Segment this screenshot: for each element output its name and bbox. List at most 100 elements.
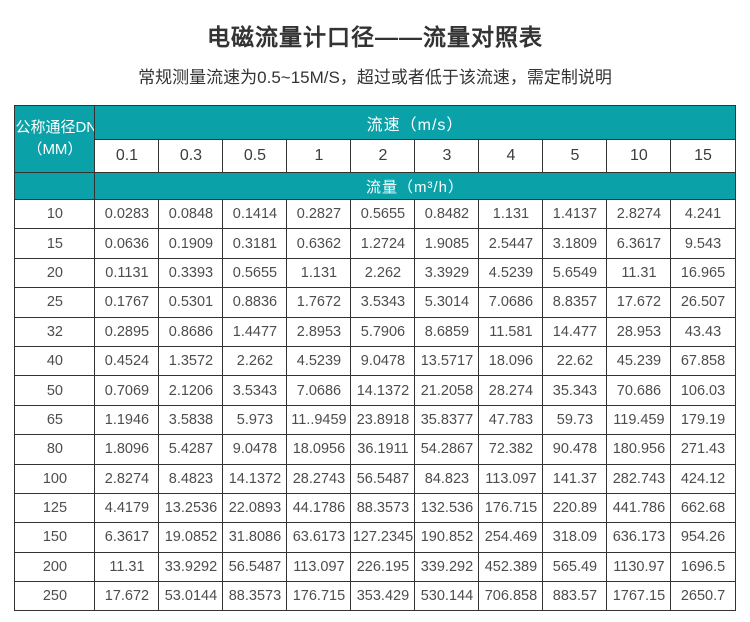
flow-cell: 56.5487	[350, 463, 416, 494]
flow-cell: 0.2827	[286, 198, 352, 230]
flow-cell: 0.1767	[94, 287, 160, 318]
flow-cell: 16.965	[670, 257, 736, 289]
flow-cell: 0.6362	[286, 228, 352, 259]
flow-cell: 14.1372	[350, 375, 416, 406]
flow-cell: 22.0893	[222, 492, 288, 524]
flow-cell: 7.0686	[478, 287, 544, 318]
flow-header: 流量（m³/h）	[94, 172, 736, 200]
flow-cell: 0.8482	[414, 198, 480, 230]
flow-cell: 0.1131	[94, 257, 160, 289]
flow-cell: 0.3181	[222, 228, 288, 259]
flow-cell: 36.1911	[350, 434, 416, 465]
velocity-values-row: 0.1 0.3 0.5 1 2 3 4 5 10 15	[15, 139, 736, 173]
flow-cell: 26.507	[670, 287, 736, 318]
table-row: 200 11.31 33.9292 56.5487 113.097 226.195 339.…	[14, 551, 736, 583]
corner-header-line1: 公称通径DN	[15, 119, 95, 137]
table-row: 40 0.4524 1.3572 2.262 4.5239 9.0478 13.5717 18…	[14, 345, 736, 377]
flow-cell: 5.3014	[414, 287, 480, 318]
flow-table-body: 10 0.0283 0.0848 0.1414 0.2827 0.5655 0.8482 1.…	[14, 198, 736, 612]
flow-cell: 53.0144	[158, 581, 224, 612]
flow-cell: 11.581	[478, 316, 544, 347]
flow-cell: 318.09	[542, 522, 608, 553]
flow-cell: 271.43	[670, 434, 736, 465]
flow-cell: 254.469	[478, 522, 544, 553]
flow-cell: 2650.7	[670, 581, 736, 612]
flow-cell: 0.0283	[94, 198, 160, 230]
flow-cell: 452.389	[478, 551, 544, 583]
table-row: 65 1.1946 3.5838 5.973 11..9459 23.8918 35.837…	[14, 404, 736, 436]
flow-cell: 90.478	[542, 434, 608, 465]
flow-cell: 59.73	[542, 404, 608, 436]
flow-cell: 220.89	[542, 492, 608, 524]
flow-cell: 636.173	[606, 522, 672, 553]
flow-cell: 11.31	[94, 551, 160, 583]
flow-cell: 9.543	[670, 228, 736, 259]
flow-cell: 9.0478	[350, 345, 416, 377]
flow-cell: 5.973	[222, 404, 288, 436]
velocity-header: 流速（m/s）	[94, 105, 736, 140]
velocity-value-cell: 1	[286, 139, 352, 173]
table-row: 80 1.8096 5.4287 9.0478 18.0956 36.1911 54.286…	[14, 434, 736, 465]
dn-cell: 10	[14, 198, 96, 230]
flow-cell: 18.0956	[286, 434, 352, 465]
flow-cell: 662.68	[670, 492, 736, 524]
table-row: 125 4.4179 13.2536 22.0893 44.1786 88.3573 132…	[14, 492, 736, 524]
table-row: 50 0.7069 2.1206 3.5343 7.0686 14.1372 21.2058…	[14, 375, 736, 406]
flow-cell: 119.459	[606, 404, 672, 436]
flow-cell: 14.1372	[222, 463, 288, 494]
flow-cell: 14.477	[542, 316, 608, 347]
flow-cell: 4.5239	[286, 345, 352, 377]
flow-cell: 67.858	[670, 345, 736, 377]
flow-cell: 1.2724	[350, 228, 416, 259]
flow-cell: 565.49	[542, 551, 608, 583]
flow-cell: 70.686	[606, 375, 672, 406]
flow-cell: 28.274	[478, 375, 544, 406]
flow-cell: 3.5343	[350, 287, 416, 318]
header-row-velocity: 公称通径DN （MM） 流速（m/s）	[14, 105, 736, 173]
flow-cell: 113.097	[478, 463, 544, 494]
flow-cell: 180.956	[606, 434, 672, 465]
flow-cell: 1.9085	[414, 228, 480, 259]
flow-cell: 18.096	[478, 345, 544, 377]
velocity-value-cell: 15	[670, 139, 736, 173]
flow-cell: 176.715	[286, 581, 352, 612]
table-row: 15 0.0636 0.1909 0.3181 0.6362 1.2724 1.9085 2.…	[14, 228, 736, 259]
flow-cell: 6.3617	[94, 522, 160, 553]
velocity-value-cell: 0.5	[222, 139, 288, 173]
flow-cell: 8.6859	[414, 316, 480, 347]
flow-cell: 179.19	[670, 404, 736, 436]
flow-cell: 5.6549	[542, 257, 608, 289]
flow-cell: 23.8918	[350, 404, 416, 436]
flow-cell: 22.62	[542, 345, 608, 377]
flow-cell: 954.26	[670, 522, 736, 553]
flow-cell: 4.5239	[478, 257, 544, 289]
flow-cell: 0.1909	[158, 228, 224, 259]
flow-cell: 0.3393	[158, 257, 224, 289]
flow-cell: 441.786	[606, 492, 672, 524]
flow-cell: 84.823	[414, 463, 480, 494]
flow-cell: 21.2058	[414, 375, 480, 406]
flow-cell: 1.7672	[286, 287, 352, 318]
table-row: 150 6.3617 19.0852 31.8086 63.6173 127.2345 19…	[14, 522, 736, 553]
flow-cell: 113.097	[286, 551, 352, 583]
flow-cell: 1696.5	[670, 551, 736, 583]
dn-cell: 32	[14, 316, 96, 347]
corner-empty-cell	[14, 172, 96, 200]
flow-cell: 9.0478	[222, 434, 288, 465]
flow-cell: 5.7906	[350, 316, 416, 347]
flow-cell: 127.2345	[350, 522, 416, 553]
dn-cell: 25	[14, 287, 96, 318]
flow-cell: 11.31	[606, 257, 672, 289]
flow-cell: 883.57	[542, 581, 608, 612]
dn-cell: 250	[14, 581, 96, 612]
flow-cell: 1.3572	[158, 345, 224, 377]
flow-cell: 0.1414	[222, 198, 288, 230]
flow-cell: 339.292	[414, 551, 480, 583]
flow-cell: 0.0636	[94, 228, 160, 259]
corner-header-line2: （MM）	[27, 141, 83, 158]
flow-cell: 6.3617	[606, 228, 672, 259]
flow-cell: 35.343	[542, 375, 608, 406]
velocity-value-cell: 0.1	[94, 139, 160, 173]
flow-cell: 0.5655	[222, 257, 288, 289]
flow-cell: 3.5343	[222, 375, 288, 406]
